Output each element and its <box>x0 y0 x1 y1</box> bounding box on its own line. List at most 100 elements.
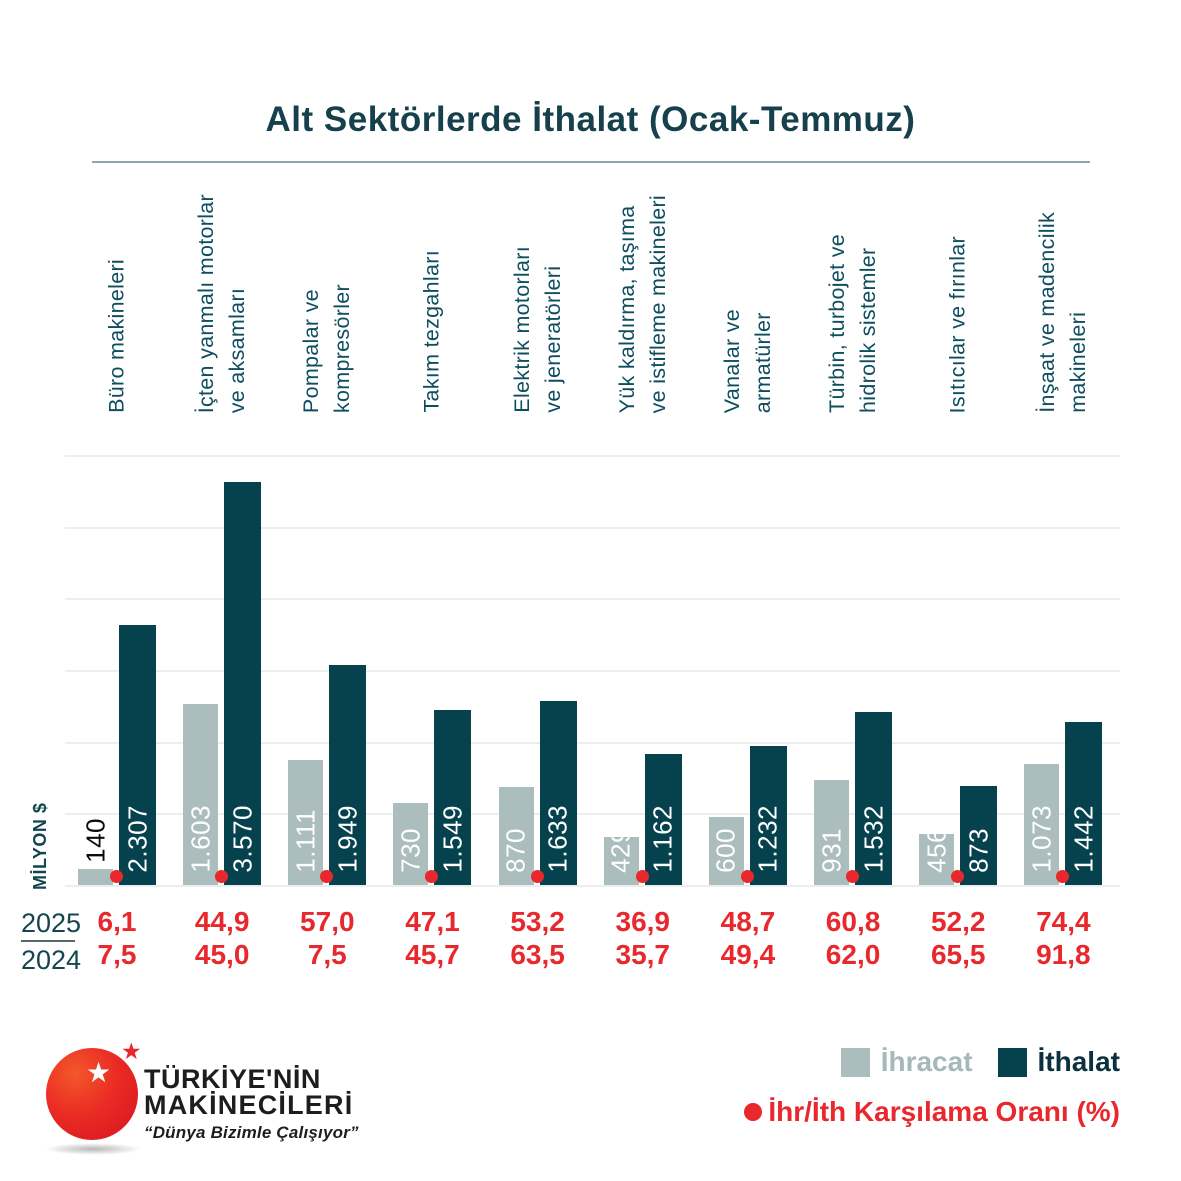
chart-title: Alt Sektörlerde İthalat (Ocak-Temmuz) <box>265 100 916 139</box>
ratio-row-2024: 7,5 45,0 7,5 45,7 63,5 35,7 49,4 62,0 65,5 91,8 <box>65 939 1120 971</box>
ihracat-bar: 1.073 <box>1024 763 1060 885</box>
category-label: Isıtıcılar ve fırınlar <box>945 235 970 413</box>
ithalat-bar: 873 <box>960 786 998 885</box>
bar-value-label: 140 <box>80 818 110 864</box>
logo-text-block: TÜRKİYE'NİN MAKİNECİLERİ “Dünya Bizimle … <box>144 1066 359 1143</box>
legend-ihracat-label: İhracat <box>880 1046 973 1077</box>
logo-red-sphere-icon <box>46 1048 138 1140</box>
ithalat-swatch-icon <box>997 1047 1027 1077</box>
ratio-2024-value: 91,8 <box>1036 939 1091 970</box>
category-label: Yük kaldırma, taşıma ve istifleme makine… <box>614 194 670 413</box>
ithalat-bar: 1.162 <box>644 753 682 885</box>
bar-value-label: 1.633 <box>542 805 573 873</box>
bar-group: 730 1.549 <box>393 710 472 885</box>
legend-ratio-label: İhr/İth Karşılama Oranı (%) <box>768 1096 1120 1127</box>
bar-value-label: 456 <box>921 828 952 873</box>
ratio-2024-value: 62,0 <box>825 939 881 970</box>
category-label: Elektrik motorları ve jeneratörleri <box>509 246 565 413</box>
bar-value-label: 1.073 <box>1026 805 1057 873</box>
bar-group: 600 1.232 <box>708 745 787 885</box>
bar-value-label: 1.549 <box>437 805 468 873</box>
category-label: Büro makineleri <box>104 259 129 413</box>
red-star-icon: ★ <box>121 1038 142 1064</box>
ratio-2025-value: 36,9 <box>615 906 671 937</box>
ratio-dot <box>320 870 334 883</box>
category-label-strip: Büro makineleri İçten yanmalı motorlar ve… <box>65 180 1120 413</box>
ratio-dot <box>951 870 965 883</box>
bar-value-label: 1.232 <box>752 805 783 873</box>
legend-ratio-row: İhr/İth Karşılama Oranı (%) <box>744 1096 1120 1128</box>
bar-group: 1.073 1.442 <box>1024 722 1103 885</box>
year-divider-line <box>21 940 75 942</box>
category-label: Türbin, turbojet ve hidrolik sistemler <box>825 234 881 413</box>
logo-title-line2: MAKİNECİLERİ <box>144 1090 354 1120</box>
bar-group: 429 1.162 <box>603 753 682 885</box>
gridline <box>65 455 1120 457</box>
ithalat-bar: 1.549 <box>434 710 472 885</box>
bar-value-label: 1.162 <box>647 805 678 873</box>
ratio-2025-value: 74,4 <box>1036 906 1091 937</box>
ratio-2024-value: 49,4 <box>720 939 776 970</box>
title-separator-line <box>92 161 1090 163</box>
ratio-row-2025: 6,1 44,9 57,0 47,1 53,2 36,9 48,7 60,8 52,2 74,4 <box>65 906 1120 938</box>
bar-group: 1.603 3.570 <box>183 482 262 885</box>
category-label: Takım tezgahları <box>419 250 444 413</box>
bar-value-label: 931 <box>816 828 847 873</box>
bar-value-label: 2.307 <box>122 805 152 873</box>
ihracat-swatch-icon <box>840 1047 870 1077</box>
logo-slogan: “Dünya Bizimle Çalışıyor” <box>144 1123 359 1142</box>
gridline <box>65 670 1120 672</box>
logo-sphere-shadow <box>44 1143 142 1155</box>
plot-area: 140 2.307 1.603 3.570 1.111 1.949 730 1.549 870 1… <box>65 455 1120 887</box>
ratio-dot <box>1056 870 1070 883</box>
ithalat-bar: 1.232 <box>749 745 787 885</box>
ratio-2025-value: 53,2 <box>510 906 565 937</box>
ihracat-bar: 456 <box>919 828 955 885</box>
gridline <box>65 526 1120 529</box>
gridline <box>65 741 1120 744</box>
ratio-2024-value: 63,5 <box>510 939 565 970</box>
ratio-2024-value: 65,5 <box>930 939 986 970</box>
category-label: İnşaat ve madencilik makineleri <box>1035 212 1091 413</box>
turkiyenin-makinecileri-logo: ★ ★ TÜRKİYE'NİN MAKİNECİLERİ “Dünya Bizi… <box>44 1038 374 1165</box>
bar-value-label: 1.111 <box>290 809 321 873</box>
chart-legend: İhracat İthalat İhr/İth Karşılama Oranı … <box>744 1046 1120 1128</box>
year-label-2024: 2024 <box>21 945 82 975</box>
ithalat-bar: 2.307 <box>119 624 156 885</box>
bar-group: 456 873 <box>919 786 998 885</box>
ratio-dot <box>110 870 123 883</box>
bar-value-label: 1.532 <box>858 805 889 873</box>
ithalat-bar: 1.442 <box>1065 722 1103 885</box>
ratio-dot <box>740 870 754 883</box>
ratio-2025-value: 60,8 <box>825 906 881 937</box>
ratio-dot <box>425 870 439 883</box>
bar-value-label: 870 <box>500 828 531 873</box>
bar-value-label: 1.949 <box>332 805 363 873</box>
ratio-2024-value: 7,5 <box>307 939 347 970</box>
ihracat-bar: 600 <box>708 817 744 885</box>
bar-value-label: 730 <box>395 828 426 873</box>
ihracat-bar: 140 <box>78 818 113 885</box>
ihracat-bar: 429 <box>603 828 639 885</box>
bar-group: 140 2.307 <box>78 624 156 885</box>
legend-ithalat-label: İthalat <box>1037 1046 1120 1077</box>
ratio-dot <box>635 870 649 883</box>
ihracat-bar: 870 <box>498 786 534 885</box>
bar-value-label: 429 <box>605 828 636 873</box>
ratio-dot-icon <box>744 1103 763 1121</box>
bar-value-label: 3.570 <box>227 805 258 873</box>
logo-title-line1: TÜRKİYE'NİN <box>144 1064 321 1094</box>
ihracat-bar: 1.603 <box>183 704 219 885</box>
ratio-dot <box>215 870 229 883</box>
ratio-2024-value: 45,0 <box>194 939 250 970</box>
ratio-2025-value: 57,0 <box>300 906 355 937</box>
ratio-2025-value: 48,7 <box>720 906 776 937</box>
ratio-dot <box>530 870 544 883</box>
bar-value-label: 1.442 <box>1068 805 1099 873</box>
ithalat-bar: 3.570 <box>224 482 262 885</box>
ratio-2025-value: 6,1 <box>97 906 137 937</box>
category-label: İçten yanmalı motorlar ve aksamları <box>194 193 250 413</box>
ratio-2024-value: 7,5 <box>97 939 137 970</box>
white-star-icon: ★ <box>86 1057 112 1088</box>
